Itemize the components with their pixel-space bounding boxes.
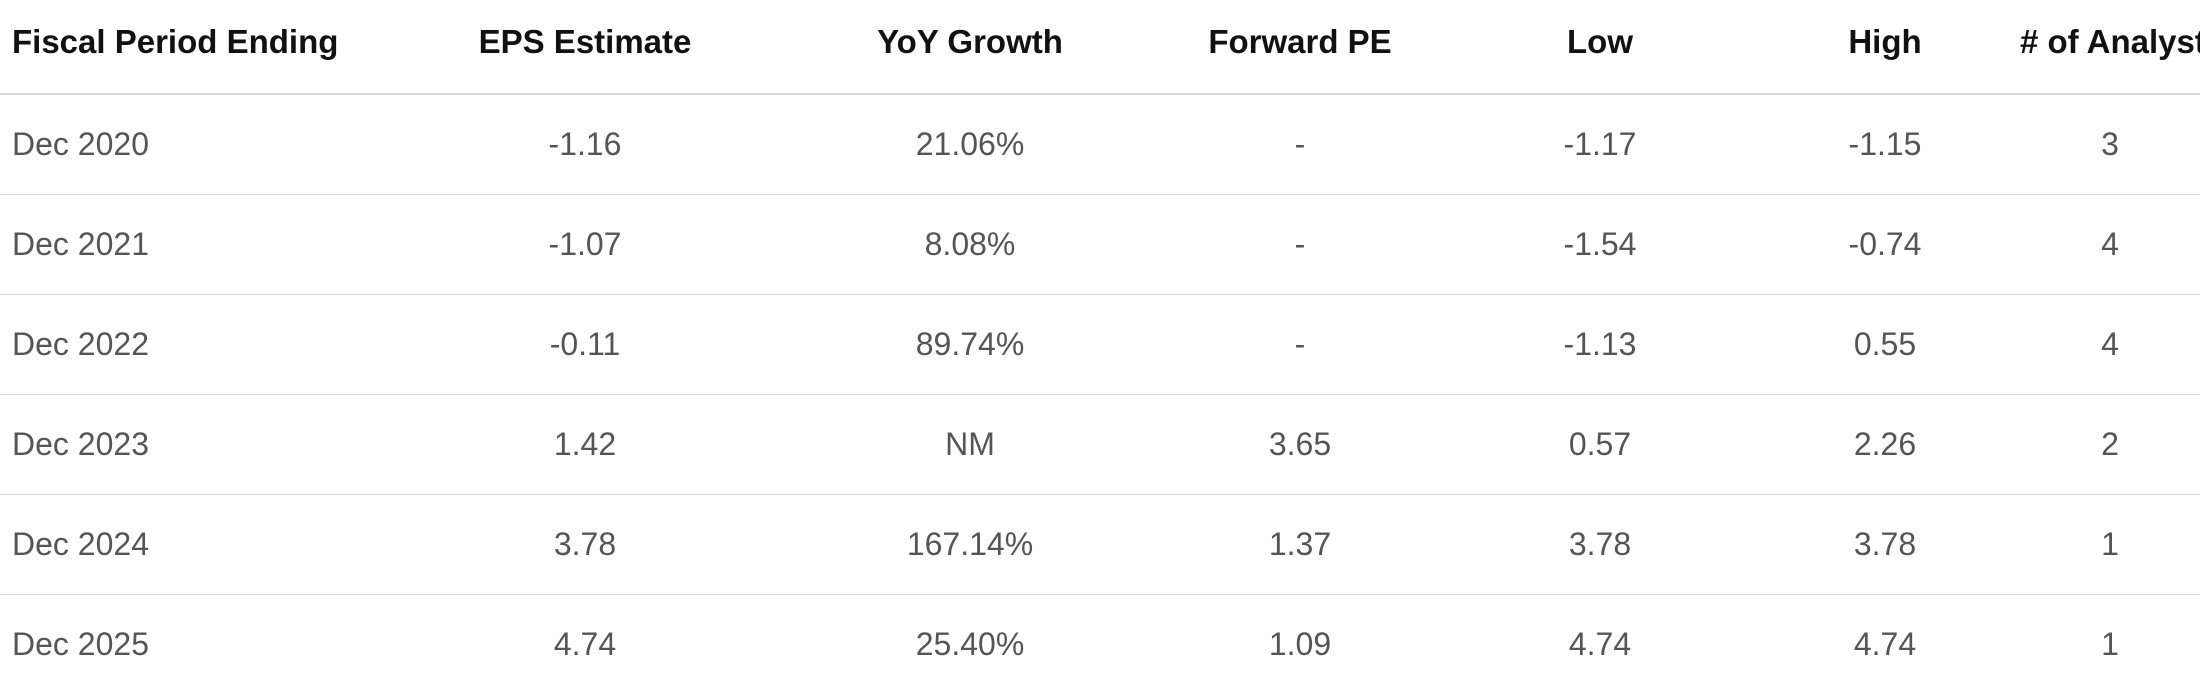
cell-analysts: 1 bbox=[2101, 525, 2119, 562]
cell-fiscal-period: Dec 2021 bbox=[12, 225, 149, 262]
cell-eps-estimate: 1.42 bbox=[553, 425, 617, 462]
table-row: Dec 2024 3.78 167.14% 1.37 3.78 3.78 1 bbox=[0, 494, 2200, 594]
cell-yoy-growth: 21.06% bbox=[915, 125, 1025, 162]
cell-forward-pe: 3.65 bbox=[1268, 425, 1332, 462]
cell-low: 3.78 bbox=[1568, 525, 1632, 562]
cell-eps-estimate: 4.74 bbox=[553, 625, 617, 662]
cell-yoy-growth: 8.08% bbox=[924, 225, 1016, 262]
table-row: Dec 2022 -0.11 89.74% - -1.13 0.55 4 bbox=[0, 294, 2200, 394]
cell-analysts: 2 bbox=[2101, 425, 2119, 462]
header-forward-pe[interactable]: Forward PE bbox=[1208, 22, 1392, 60]
header-low[interactable]: Low bbox=[1567, 22, 1633, 60]
cell-high: 0.55 bbox=[1853, 325, 1917, 362]
header-fiscal-period[interactable]: Fiscal Period Ending bbox=[12, 22, 339, 60]
cell-analysts: 4 bbox=[2101, 225, 2119, 262]
cell-fiscal-period: Dec 2025 bbox=[12, 625, 149, 662]
cell-low: -1.13 bbox=[1563, 325, 1637, 362]
table-row: Dec 2023 1.42 NM 3.65 0.57 2.26 2 bbox=[0, 394, 2200, 494]
cell-yoy-growth: 25.40% bbox=[915, 625, 1025, 662]
cell-low: 4.74 bbox=[1568, 625, 1632, 662]
header-row: Fiscal Period Ending EPS Estimate YoY Gr… bbox=[0, 0, 2200, 94]
cell-analysts: 1 bbox=[2101, 625, 2119, 662]
cell-fiscal-period: Dec 2024 bbox=[12, 525, 149, 562]
cell-yoy-growth: 89.74% bbox=[915, 325, 1025, 362]
cell-forward-pe: 1.09 bbox=[1268, 625, 1332, 662]
cell-analysts: 4 bbox=[2101, 325, 2119, 362]
cell-analysts: 3 bbox=[2101, 125, 2119, 162]
cell-forward-pe: 1.37 bbox=[1268, 525, 1332, 562]
header-analysts[interactable]: # of Analysts bbox=[2020, 22, 2200, 60]
cell-eps-estimate: -1.16 bbox=[548, 125, 622, 162]
table-row: Dec 2025 4.74 25.40% 1.09 4.74 4.74 1 bbox=[0, 594, 2200, 694]
cell-low: -1.54 bbox=[1563, 225, 1637, 262]
cell-eps-estimate: 3.78 bbox=[553, 525, 617, 562]
cell-fiscal-period: Dec 2022 bbox=[12, 325, 149, 362]
header-eps-estimate[interactable]: EPS Estimate bbox=[478, 22, 692, 60]
cell-yoy-growth: NM bbox=[945, 425, 995, 462]
table-row: Dec 2020 -1.16 21.06% - -1.17 -1.15 3 bbox=[0, 94, 2200, 194]
header-yoy-growth[interactable]: YoY Growth bbox=[877, 22, 1063, 60]
cell-forward-pe: - bbox=[1294, 125, 1306, 162]
cell-high: -0.74 bbox=[1848, 225, 1922, 262]
cell-high: 4.74 bbox=[1853, 625, 1917, 662]
cell-fiscal-period: Dec 2023 bbox=[12, 425, 149, 462]
cell-high: -1.15 bbox=[1848, 125, 1922, 162]
cell-forward-pe: - bbox=[1294, 225, 1306, 262]
cell-low: -1.17 bbox=[1563, 125, 1637, 162]
table-header: Fiscal Period Ending EPS Estimate YoY Gr… bbox=[0, 0, 2200, 94]
table-body: Dec 2020 -1.16 21.06% - -1.17 -1.15 3 De… bbox=[0, 94, 2200, 694]
cell-high: 3.78 bbox=[1853, 525, 1917, 562]
cell-high: 2.26 bbox=[1853, 425, 1917, 462]
cell-low: 0.57 bbox=[1568, 425, 1632, 462]
cell-fiscal-period: Dec 2020 bbox=[12, 125, 149, 162]
cell-eps-estimate: -1.07 bbox=[548, 225, 622, 262]
cell-forward-pe: - bbox=[1294, 325, 1306, 362]
table-row: Dec 2021 -1.07 8.08% - -1.54 -0.74 4 bbox=[0, 194, 2200, 294]
cell-yoy-growth: 167.14% bbox=[906, 525, 1034, 562]
cell-eps-estimate: -0.11 bbox=[549, 325, 621, 362]
header-high[interactable]: High bbox=[1848, 22, 1922, 60]
